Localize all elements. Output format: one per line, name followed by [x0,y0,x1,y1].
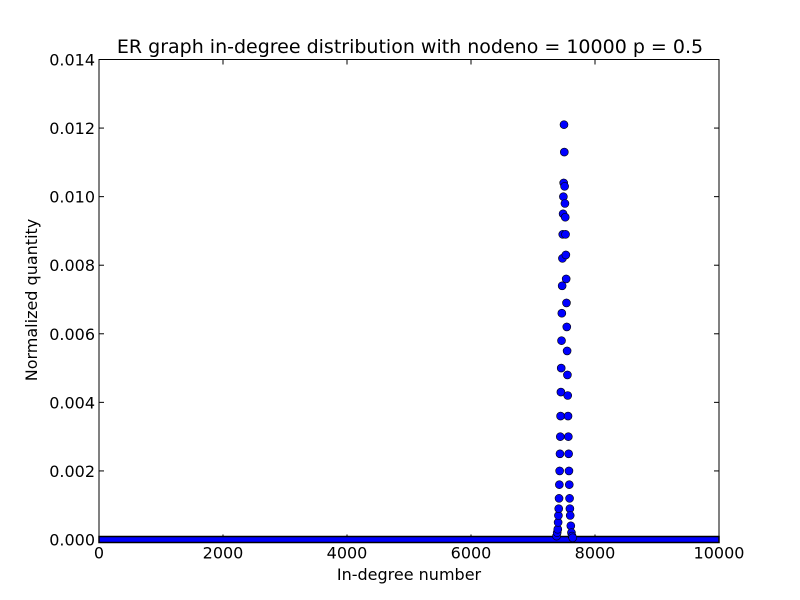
x-tick-label: 0 [94,544,104,563]
data-point [564,449,573,459]
data-point [559,120,569,129]
plot-frame [98,59,720,540]
data-point [568,533,577,543]
y-tick-label: 0.010 [49,188,95,207]
data-point [565,494,574,503]
y-tick-label: 0.012 [49,119,95,138]
data-point [557,281,567,291]
y-axis: 0.000 0.002 0.004 0.006 0.008 0.010 0.012 0.014 [49,51,719,550]
data-point [561,274,571,284]
y-tick-label: 0.004 [49,393,95,412]
y-tick-label: 0.002 [49,462,95,481]
data-point [555,449,565,459]
data-point [561,250,571,260]
data-point [564,432,573,441]
data-point [564,480,574,489]
data-point [564,466,574,476]
x-tick-label: 6000 [451,544,492,563]
data-point [560,199,570,208]
x-tick-label: 2000 [203,544,244,563]
zero-value-points [98,535,720,544]
data-point [554,494,564,503]
data-point [562,298,571,308]
x-tick-label: 4000 [327,544,368,563]
y-axis-label: Normalized quantity [22,219,41,382]
data-point [563,391,573,400]
y-tick-label: 0.000 [49,531,95,550]
data-point [561,230,570,239]
data-point [565,511,575,520]
data-point [557,336,566,345]
x-tick-label: 8000 [575,544,616,563]
data-point [562,346,572,356]
data-points [552,120,577,543]
data-point [556,387,566,397]
baseline-points [98,535,720,544]
y-tick-label: 0.008 [49,256,95,275]
x-tick-label: 10000 [694,544,745,563]
data-point [562,322,572,332]
data-point [560,212,570,222]
data-point [563,370,572,380]
data-point [560,147,569,157]
data-point [555,466,564,476]
data-point [560,182,569,191]
data-point [563,411,573,421]
data-point [555,480,564,489]
x-axis-label: In-degree number [337,565,482,584]
data-point [557,308,567,318]
y-tick-label: 0.006 [49,325,95,344]
data-point [556,363,566,373]
chart-title: ER graph in-degree distribution with nod… [117,36,703,58]
data-point [556,411,565,421]
x-axis: 0 2000 4000 6000 8000 10000 [94,59,745,563]
y-tick-label: 0.014 [49,51,95,70]
data-point [554,504,564,513]
data-point [555,432,565,441]
